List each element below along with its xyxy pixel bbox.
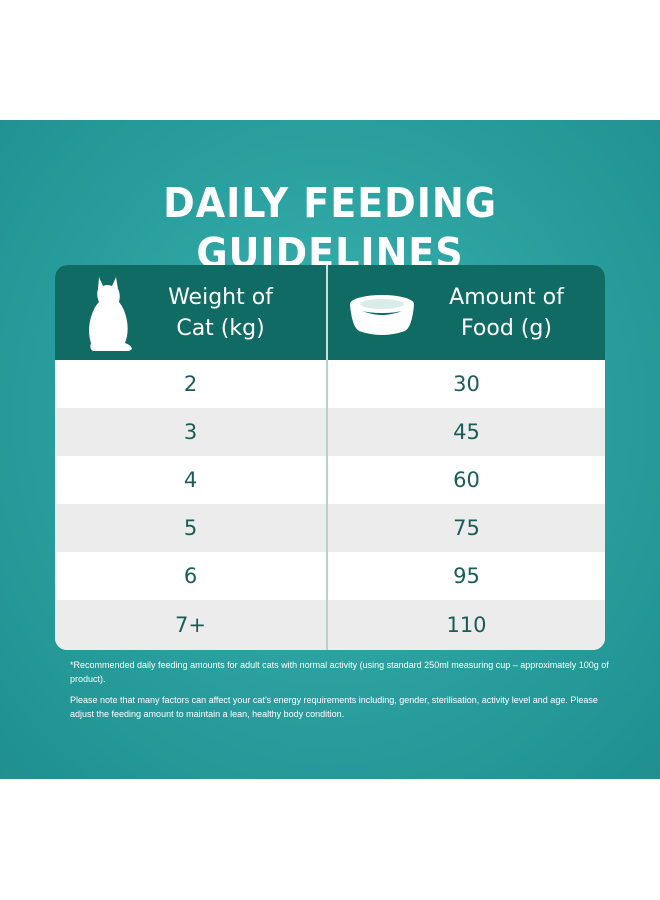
feeding-notes: *Recommended daily feeding amounts for a… <box>70 658 610 728</box>
weight-cell: 7+ <box>175 613 206 637</box>
table-row: 6 95 <box>55 552 605 600</box>
table-body: 2 30 3 45 4 60 5 75 6 95 <box>55 360 605 650</box>
weight-column-header: Weight of Cat (kg) <box>55 265 326 360</box>
amount-header-line-2: Food (g) <box>461 315 552 341</box>
footnote-text: *Recommended daily feeding amounts for a… <box>70 660 609 684</box>
feeding-table: Weight of Cat (kg) Amount of Food (g) 2 <box>55 265 605 650</box>
food-bowl-icon <box>350 295 414 335</box>
page-title: DAILY FEEDING GUIDELINES <box>163 179 497 277</box>
weight-cell: 3 <box>183 420 198 444</box>
table-row: 4 60 <box>55 456 605 504</box>
column-divider <box>326 552 328 600</box>
column-divider <box>326 360 328 408</box>
table-header: Weight of Cat (kg) Amount of Food (g) <box>55 265 605 360</box>
amount-cell: 30 <box>453 372 480 396</box>
weight-cell: 2 <box>183 372 198 396</box>
amount-cell: 45 <box>453 420 480 444</box>
cat-silhouette-icon <box>89 277 132 351</box>
amount-cell: 110 <box>446 613 487 637</box>
weight-header-line-2: Cat (kg) <box>176 315 265 341</box>
amount-header-line-1: Amount of <box>449 284 564 310</box>
column-divider <box>326 456 328 504</box>
amount-cell: 95 <box>453 564 480 588</box>
weight-cell: 6 <box>183 564 198 588</box>
amount-cell: 75 <box>453 516 480 540</box>
weight-cell: 5 <box>183 516 198 540</box>
table-row: 5 75 <box>55 504 605 552</box>
amount-cell: 60 <box>453 468 480 492</box>
column-divider <box>326 600 328 650</box>
header-divider <box>326 265 328 360</box>
amount-column-header: Amount of Food (g) <box>328 265 605 360</box>
weight-cell: 4 <box>183 468 198 492</box>
table-row: 3 45 <box>55 408 605 456</box>
column-divider <box>326 504 328 552</box>
weight-header-line-1: Weight of <box>168 284 273 310</box>
table-row: 2 30 <box>55 360 605 408</box>
column-divider <box>326 408 328 456</box>
feeding-guidelines-panel: DAILY FEEDING GUIDELINES Weight of Cat (… <box>0 120 660 779</box>
advice-text: Please note that many factors can affect… <box>70 695 598 719</box>
table-row: 7+ 110 <box>55 600 605 650</box>
